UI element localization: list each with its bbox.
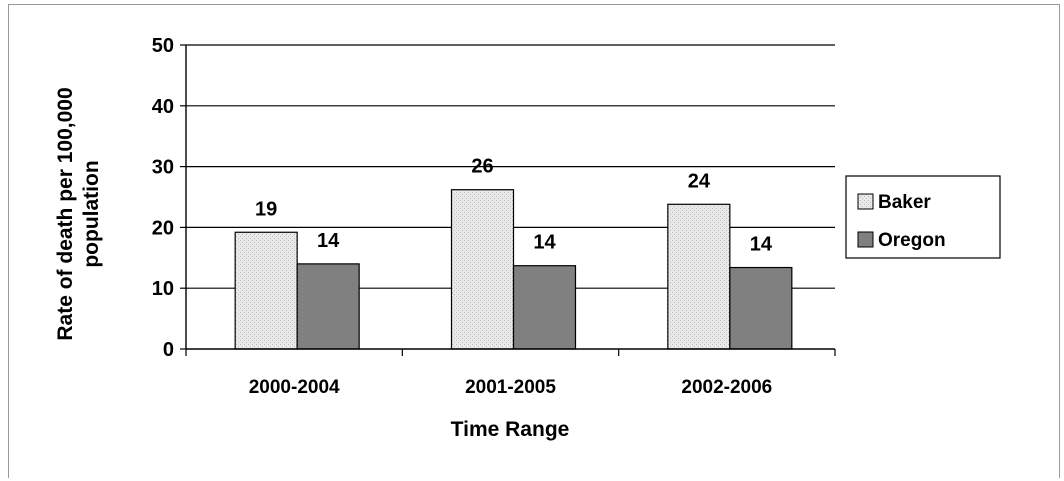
x-axis-title: Time Range — [451, 418, 570, 441]
y-tick-label-40: 40 — [152, 96, 174, 118]
data-label-oregon-2001-2005: 14 — [533, 232, 556, 254]
legend-swatch-baker — [857, 193, 874, 210]
x-tick-label-2000-2004: 2000-2004 — [249, 377, 340, 398]
bar-baker-2001-2005 — [450, 189, 515, 350]
legend-swatch-oregon — [857, 231, 874, 248]
y-tick-label-10: 10 — [152, 278, 174, 300]
y-tick-label-30: 30 — [152, 157, 174, 179]
axes — [180, 44, 836, 356]
data-label-baker-2000-2004: 19 — [255, 198, 277, 220]
legend: Baker Oregon — [845, 175, 1001, 259]
data-label-baker-2001-2005: 26 — [471, 156, 493, 178]
data-label-oregon-2002-2006: 14 — [750, 234, 773, 256]
x-tick-label-2001-2005: 2001-2005 — [465, 377, 556, 398]
y-tick-labels: 0 10 20 30 40 50 — [152, 35, 174, 361]
y-axis-title-line-2: population — [80, 160, 103, 267]
legend-label-baker: Baker — [878, 192, 931, 213]
bar-oregon-2001-2005 — [512, 265, 577, 350]
legend-label-oregon: Oregon — [878, 230, 946, 251]
data-label-baker-2002-2006: 24 — [688, 170, 711, 192]
y-tick-label-0: 0 — [163, 339, 174, 361]
chart-frame — [8, 4, 1060, 478]
bar-baker-2002-2006 — [667, 203, 731, 350]
bar-oregon-2002-2006 — [729, 266, 793, 350]
y-tick-label-20: 20 — [152, 217, 174, 239]
y-axis-title-line-1: Rate of death per 100,000 — [54, 87, 77, 340]
data-labels: 19 14 26 14 24 14 — [255, 156, 773, 256]
y-tick-label-50: 50 — [152, 35, 174, 57]
y-axis-title: Rate of death per 100,000 population — [54, 87, 103, 340]
bars — [234, 189, 793, 350]
x-tick-label-2002-2006: 2002-2006 — [681, 377, 772, 398]
x-tick-labels: 2000-2004 2001-2005 2002-2006 — [249, 377, 773, 398]
bar-baker-2000-2004 — [234, 231, 298, 350]
data-label-oregon-2000-2004: 14 — [317, 230, 340, 252]
bar-oregon-2000-2004 — [296, 263, 360, 350]
